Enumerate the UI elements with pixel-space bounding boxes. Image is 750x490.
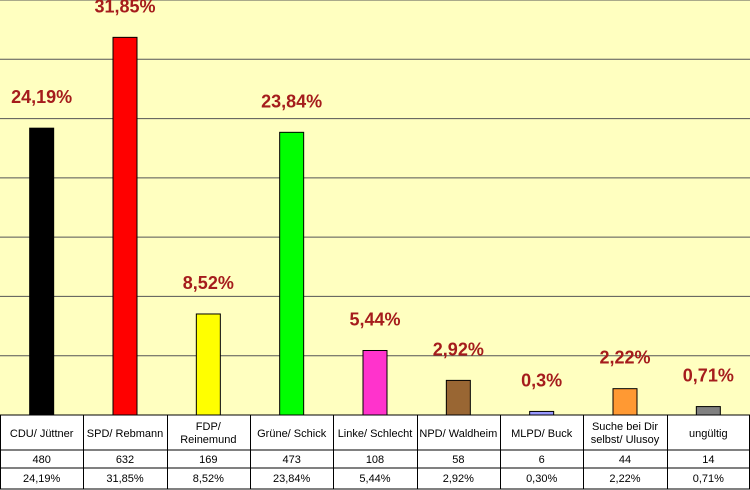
percent-cell: 2,92% [443, 473, 474, 485]
bar [112, 36, 138, 416]
data-label: 23,84% [261, 91, 322, 111]
data-label: 8,52% [183, 273, 234, 293]
votes-cell: 44 [619, 454, 631, 466]
bar [279, 131, 305, 416]
votes-cell: 632 [116, 454, 134, 466]
bar [695, 406, 721, 416]
category-label: selbst/ Ulusoy [591, 434, 660, 446]
votes-cell: 169 [199, 454, 217, 466]
category-label: FDP/ [196, 421, 222, 433]
percent-cell: 8,52% [193, 473, 224, 485]
votes-cell: 473 [282, 454, 300, 466]
data-label: 0,3% [521, 370, 562, 390]
votes-cell: 14 [702, 454, 714, 466]
data-labels: 24,19% 31,85% 8,52% 23,84% 5,44% 2,92% 0,3% 2,2… [11, 0, 734, 390]
votes-cell: 480 [32, 454, 50, 466]
data-label: 31,85% [94, 0, 155, 16]
category-label: Reinemund [180, 434, 236, 446]
bar [29, 127, 55, 416]
category-label: SPD/ Rebmann [87, 428, 163, 440]
data-table: CDU/ Jüttner 480 24,19% SPD/ Rebmann 632 31,8… [0, 414, 750, 490]
category-label: Grüne/ Schick [257, 428, 327, 440]
category-label: Linke/ Schlecht [338, 428, 413, 440]
bar [612, 388, 638, 416]
bar [445, 379, 471, 416]
data-label: 2,92% [433, 339, 484, 359]
data-label: 0,71% [683, 366, 734, 386]
category-label: Suche bei Dir [592, 421, 658, 433]
category-label: NPD/ Waldheim [419, 428, 497, 440]
bar [529, 410, 555, 416]
percent-cell: 23,84% [273, 473, 311, 485]
data-label: 5,44% [349, 309, 400, 329]
votes-cell: 108 [366, 454, 384, 466]
data-label: 2,22% [599, 348, 650, 368]
percent-cell: 5,44% [359, 473, 390, 485]
votes-cell: 58 [452, 454, 464, 466]
percent-cell: 31,85% [106, 473, 144, 485]
category-label: CDU/ Jüttner [10, 428, 74, 440]
percent-cell: 0,30% [526, 473, 557, 485]
percent-cell: 0,71% [693, 473, 724, 485]
percent-cell: 2,22% [609, 473, 640, 485]
percent-cell: 24,19% [23, 473, 61, 485]
category-label: MLPD/ Buck [511, 428, 573, 440]
category-label: ungültig [689, 428, 728, 440]
bar [362, 349, 388, 416]
data-label: 24,19% [11, 87, 72, 107]
votes-cell: 6 [539, 454, 545, 466]
bar [195, 313, 221, 416]
bars [29, 36, 721, 416]
